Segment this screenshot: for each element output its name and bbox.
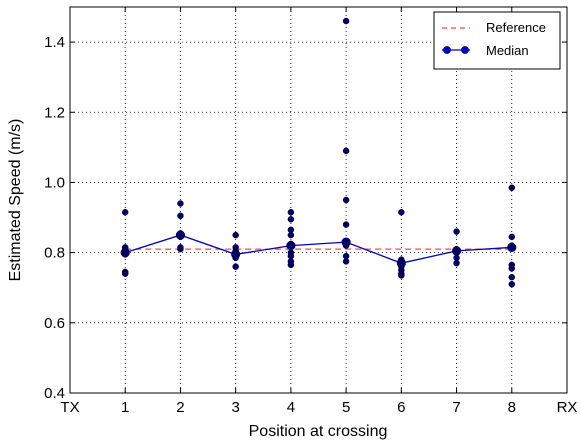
- sample-point: [233, 264, 239, 270]
- legend-median-swatch-marker: [444, 47, 451, 54]
- sample-point: [343, 197, 349, 203]
- sample-point: [288, 262, 294, 268]
- sample-point: [509, 265, 515, 271]
- sample-point: [398, 272, 404, 278]
- sample-point: [288, 216, 294, 222]
- sample-point: [177, 213, 183, 219]
- x-tick-label: 2: [176, 399, 184, 416]
- legend-median-swatch-marker: [462, 47, 469, 54]
- y-tick-label: 0.6: [44, 315, 65, 332]
- sample-point: [343, 222, 349, 228]
- sample-point: [398, 209, 404, 215]
- y-tick-label: 0.4: [44, 385, 65, 402]
- legend-reference-label: Reference: [486, 20, 546, 35]
- sample-point: [177, 234, 183, 240]
- y-tick-label: 0.8: [44, 245, 65, 262]
- sample-point: [343, 148, 349, 154]
- sample-point: [343, 243, 349, 249]
- sample-point: [122, 209, 128, 215]
- legend-median-label: Median: [486, 43, 529, 58]
- sample-point: [233, 232, 239, 238]
- x-tick-label: 7: [452, 399, 460, 416]
- y-axis-label: Estimated Speed (m/s): [7, 119, 24, 282]
- sample-point: [288, 209, 294, 215]
- legend: Reference Median: [434, 12, 560, 69]
- sample-point: [288, 232, 294, 238]
- y-tick-label: 1.2: [44, 104, 65, 121]
- x-tick-label: 1: [121, 399, 129, 416]
- sample-point: [454, 260, 460, 266]
- x-tick-label: 6: [397, 399, 405, 416]
- x-tick-label: RX: [557, 399, 578, 416]
- sample-point: [509, 274, 515, 280]
- sample-point: [343, 18, 349, 24]
- x-tick-label: 8: [508, 399, 516, 416]
- sample-point: [509, 234, 515, 240]
- sample-point: [509, 281, 515, 287]
- x-tick-label: 3: [231, 399, 239, 416]
- y-tick-label: 1.4: [44, 34, 65, 51]
- y-tick-label: 1.0: [44, 174, 65, 191]
- x-axis-label: Position at crossing: [249, 423, 388, 440]
- sample-point: [454, 229, 460, 235]
- sample-point: [288, 243, 294, 249]
- x-tick-label: 4: [287, 399, 295, 416]
- sample-point: [122, 271, 128, 277]
- sample-point: [233, 255, 239, 261]
- sample-point: [122, 251, 128, 257]
- x-tick-label: 5: [342, 399, 350, 416]
- sample-point: [509, 185, 515, 191]
- sample-point: [343, 258, 349, 264]
- sample-point: [509, 244, 515, 250]
- sample-point: [177, 201, 183, 207]
- sample-point: [177, 246, 183, 252]
